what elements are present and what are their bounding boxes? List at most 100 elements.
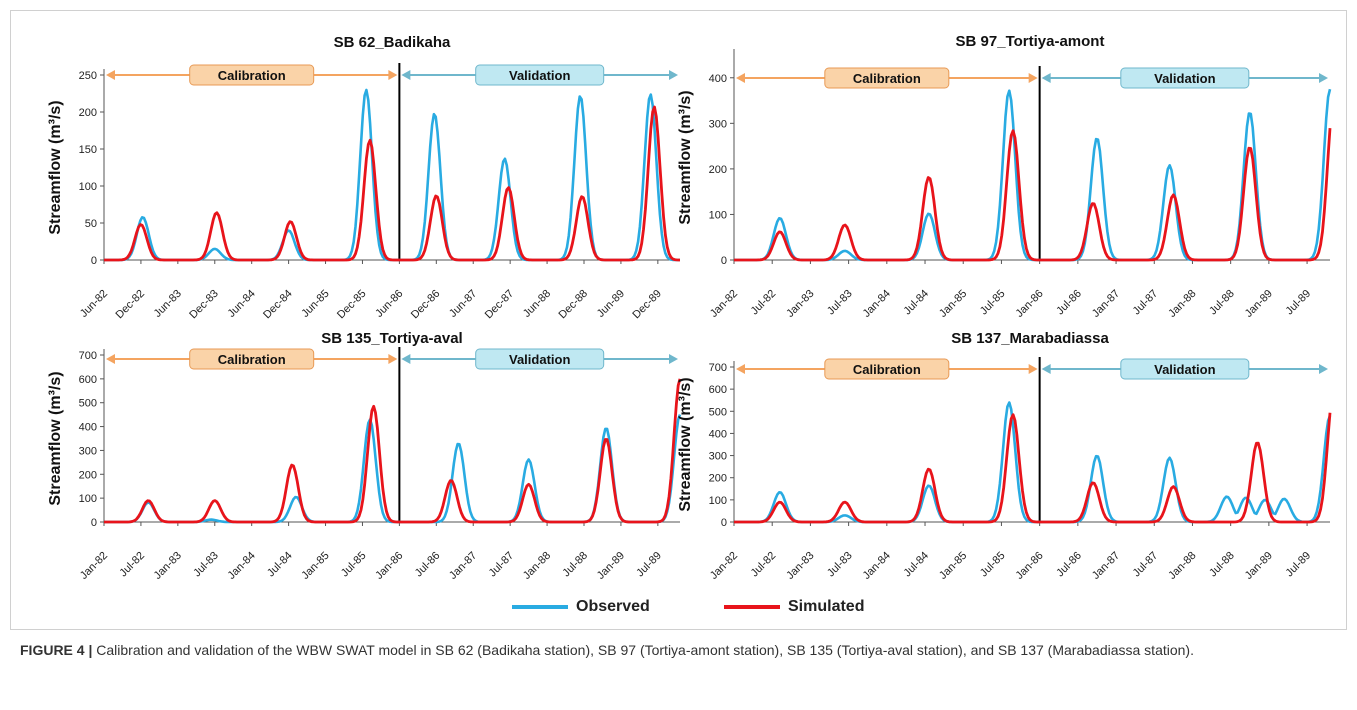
calibration-arrow-head-right <box>388 354 398 364</box>
y-tick-label: 200 <box>709 473 727 485</box>
calibration-label: Calibration <box>853 362 921 377</box>
y-tick-label: 500 <box>79 398 97 410</box>
x-tick-label: Jun-82 <box>78 288 110 320</box>
calibration-label: Calibration <box>218 68 286 83</box>
calibration-label: Calibration <box>853 71 921 86</box>
x-tick-label: Jan-83 <box>152 550 184 582</box>
y-tick-label: 100 <box>79 493 97 505</box>
chart-title: SB 137_Marabadiassa <box>951 330 1109 347</box>
y-tick-label: 600 <box>709 384 727 396</box>
x-tick-label: Jan-89 <box>1243 288 1275 320</box>
calibration-arrow-head-left <box>106 354 115 364</box>
x-tick-label: Jan-84 <box>226 550 258 582</box>
x-tick-label: Jul-88 <box>560 550 590 580</box>
x-tick-label: Jun-89 <box>595 288 627 320</box>
y-tick-label: 600 <box>79 374 97 386</box>
series-line-observed <box>104 414 682 524</box>
x-tick-label: Jan-87 <box>447 550 479 582</box>
y-tick-label: 0 <box>91 517 97 529</box>
series-line-simulated <box>734 128 1332 262</box>
chart-panel-1: SB 62_Badikaha Streamflow (m³/s) 0 50 100 150… <box>47 34 680 321</box>
y-tick-label: 50 <box>85 218 97 230</box>
x-tick-label: Jan-82 <box>78 550 110 582</box>
x-tick-label: Dec-84 <box>261 288 295 322</box>
x-tick-label: Jul-84 <box>901 288 931 318</box>
x-tick-label: Dec-82 <box>113 288 147 322</box>
validation-arrow-head-left <box>401 354 411 364</box>
y-tick-label: 250 <box>79 70 97 82</box>
y-axis-label: Streamflow (m³/s) <box>47 371 64 505</box>
validation-box <box>1120 358 1250 380</box>
validation-arrow-head-left <box>401 70 411 80</box>
y-tick-label: 300 <box>79 445 97 457</box>
x-tick-label: Jun-88 <box>521 288 553 320</box>
x-tick-label: Jul-89 <box>1284 550 1314 580</box>
x-tick-label: Jul-83 <box>825 288 855 318</box>
calibration-box <box>824 358 950 380</box>
x-tick-label: Dec-86 <box>409 288 443 322</box>
x-tick-label: Jan-89 <box>595 550 627 582</box>
calibration-box <box>824 67 950 89</box>
x-tick-label: Jul-86 <box>1054 288 1084 318</box>
y-tick-label: 100 <box>709 495 727 507</box>
y-tick-label: 150 <box>79 144 97 156</box>
x-tick-label: Jan-82 <box>708 550 740 582</box>
series-line-simulated <box>734 412 1332 524</box>
x-tick-label: Dec-87 <box>483 288 517 322</box>
x-tick-label: Jul-82 <box>117 550 147 580</box>
x-tick-label: Jan-87 <box>1090 288 1122 320</box>
x-tick-label: Jul-89 <box>634 550 664 580</box>
caption-label: FIGURE 4 | <box>20 642 93 658</box>
series-line-observed <box>104 88 680 262</box>
x-tick-label: Jul-87 <box>487 550 517 580</box>
chart-canvas: SB 62_Badikaha Streamflow (m³/s) 0 50 100 150… <box>47 33 1334 582</box>
validation-box <box>1120 67 1250 89</box>
x-tick-label: Jan-85 <box>937 550 969 582</box>
y-tick-label: 200 <box>79 469 97 481</box>
y-tick-label: 400 <box>709 428 727 440</box>
calibration-label: Calibration <box>218 352 286 367</box>
x-tick-label: Jan-84 <box>861 288 893 320</box>
chart-panel-2: SB 97_Tortiya-amont Streamflow (m³/s) 0 100… <box>677 33 1334 320</box>
y-tick-label: 200 <box>79 107 97 119</box>
series-line-simulated <box>104 378 682 524</box>
x-tick-label: Jul-82 <box>749 288 779 318</box>
series-line-observed <box>734 401 1332 524</box>
y-tick-label: 100 <box>709 209 727 221</box>
figure-panel <box>10 10 1347 630</box>
calibration-box <box>189 64 315 86</box>
figure-caption: FIGURE 4 | Calibration and validation of… <box>20 640 1337 661</box>
x-tick-label: Jun-86 <box>373 288 405 320</box>
legend-swatch-observed <box>512 605 568 609</box>
x-tick-label: Jun-84 <box>226 288 258 320</box>
x-tick-label: Dec-88 <box>557 288 591 322</box>
legend-label-simulated: Simulated <box>788 598 865 615</box>
series-line-simulated <box>104 105 680 262</box>
x-tick-label: Jul-88 <box>1207 550 1237 580</box>
x-tick-label: Jan-86 <box>1013 550 1045 582</box>
x-tick-label: Jul-85 <box>978 288 1008 318</box>
legend: Observed Simulated <box>0 597 1357 617</box>
x-tick-label: Jul-83 <box>825 550 855 580</box>
x-tick-label: Jul-89 <box>1284 288 1314 318</box>
x-tick-label: Jan-89 <box>1243 550 1275 582</box>
chart-title: SB 135_Tortiya-aval <box>321 330 462 347</box>
y-tick-label: 500 <box>709 406 727 418</box>
x-tick-label: Jul-84 <box>265 550 295 580</box>
x-tick-label: Jul-85 <box>978 550 1008 580</box>
y-tick-label: 0 <box>721 255 727 267</box>
y-axis-label: Streamflow (m³/s) <box>677 377 694 511</box>
x-tick-label: Jan-82 <box>708 288 740 320</box>
x-tick-label: Jul-86 <box>1054 550 1084 580</box>
x-tick-label: Jul-88 <box>1207 288 1237 318</box>
legend-item-simulated: Simulated <box>724 597 864 617</box>
validation-arrow-head-right <box>1319 73 1328 83</box>
validation-arrow-head-right <box>669 354 678 364</box>
x-tick-label: Dec-85 <box>335 288 369 322</box>
validation-arrow-head-left <box>1041 73 1051 83</box>
x-tick-label: Jan-88 <box>1166 550 1198 582</box>
legend-swatch-simulated <box>724 605 780 609</box>
x-tick-label: Jun-87 <box>447 288 479 320</box>
validation-arrow-head-left <box>1041 364 1051 374</box>
y-tick-label: 0 <box>721 517 727 529</box>
